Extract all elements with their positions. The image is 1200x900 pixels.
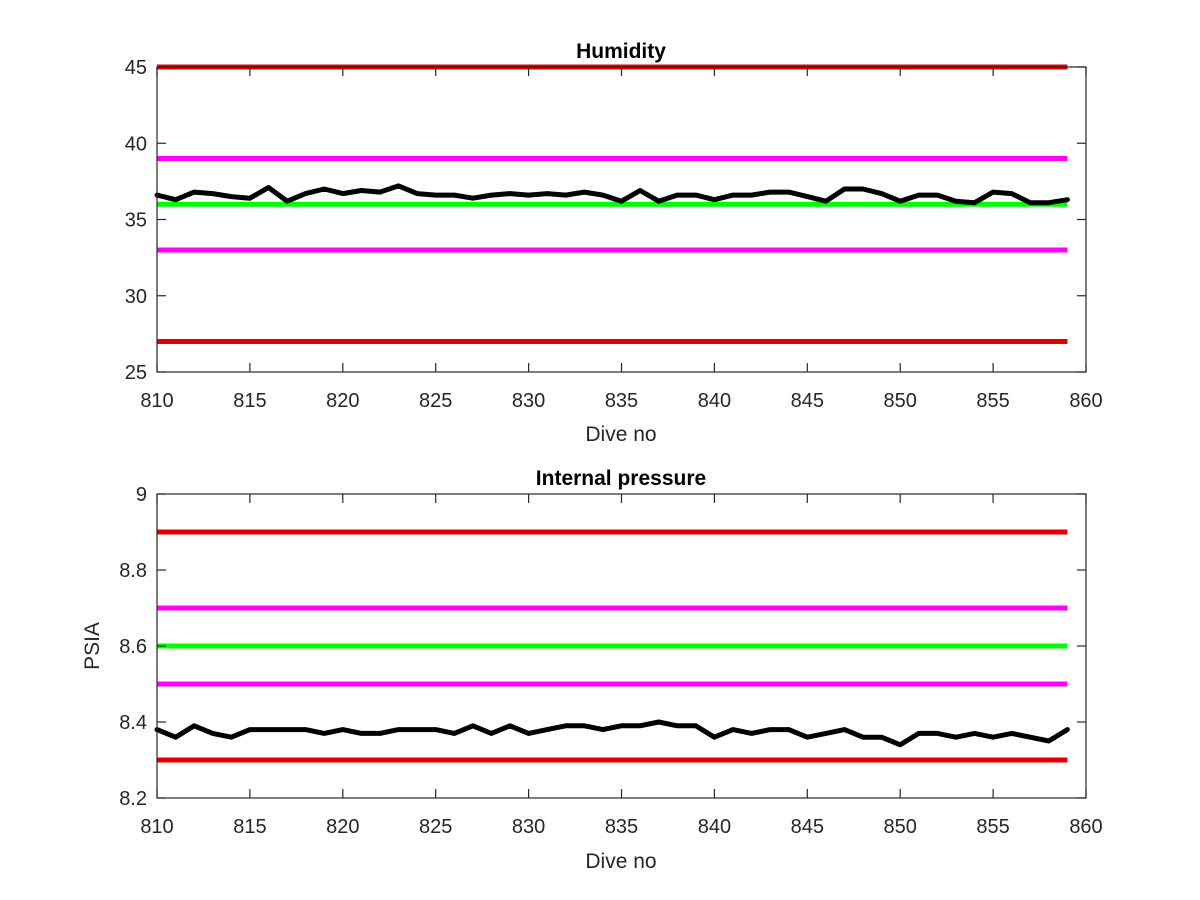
internal-pressure-x-tick-label: 860 [1069, 816, 1102, 838]
humidity-x-ticks: 810 815 820 825 830 835 840 845 850 855 860 [140, 67, 1103, 412]
internal-pressure-y-tick-label: 8.2 [119, 788, 147, 810]
internal-pressure-x-tick-label: 845 [791, 816, 824, 838]
humidity-axes-box [156, 66, 1087, 373]
humidity-y-tick-label: 40 [125, 133, 147, 155]
internal-pressure-y-tick-label: 9 [136, 484, 147, 506]
internal-pressure-y-axis-label: PSIA [81, 622, 104, 670]
humidity-x-tick-label: 860 [1069, 390, 1102, 412]
humidity-x-axis-label: Dive no [585, 423, 656, 446]
internal-pressure-x-tick-label: 810 [140, 816, 173, 838]
internal-pressure-x-tick-label: 850 [884, 816, 917, 838]
humidity-x-tick-label: 825 [419, 390, 452, 412]
internal-pressure-y-tick-label: 8.8 [119, 560, 147, 582]
humidity-series-line-0 [154, 183, 1070, 206]
internal-pressure-series-line-0 [154, 719, 1070, 748]
internal-pressure-x-tick-label: 830 [512, 816, 545, 838]
humidity-x-tick-label: 820 [326, 390, 359, 412]
internal-pressure-x-tick-label: 855 [976, 816, 1009, 838]
internal-pressure-x-tick-label: 835 [605, 816, 638, 838]
humidity-x-tick-label: 845 [791, 390, 824, 412]
internal-pressure-marks [154, 529, 1070, 763]
internal-pressure-y-ticks: 8.2 8.4 8.6 8.8 9 [119, 484, 1086, 810]
humidity-x-tick-label: 810 [140, 390, 173, 412]
humidity-x-tick-label: 835 [605, 390, 638, 412]
humidity-y-tick-label: 25 [125, 362, 147, 384]
internal-pressure-subplot: 810 815 820 825 830 835 840 845 850 855 860 8.2 8.4… [81, 467, 1103, 873]
humidity-y-tick-label: 35 [125, 210, 147, 232]
humidity-y-tick-label: 45 [125, 57, 147, 79]
internal-pressure-x-tick-label: 825 [419, 816, 452, 838]
internal-pressure-y-tick-label: 8.6 [119, 636, 147, 658]
internal-pressure-x-ticks: 810 815 820 825 830 835 840 845 850 855 860 [140, 494, 1103, 838]
humidity-y-ticks: 25 30 35 40 45 [125, 57, 1086, 384]
internal-pressure-y-tick-label: 8.4 [119, 712, 147, 734]
humidity-x-tick-label: 850 [884, 390, 917, 412]
humidity-marks [154, 64, 1070, 344]
humidity-subplot: 810 815 820 825 830 835 840 845 850 855 860 25 30 35… [125, 40, 1103, 446]
internal-pressure-x-tick-label: 820 [326, 816, 359, 838]
internal-pressure-title: Internal pressure [536, 467, 706, 490]
humidity-x-tick-label: 830 [512, 390, 545, 412]
humidity-y-tick-label: 30 [125, 286, 147, 308]
humidity-x-tick-label: 815 [233, 390, 266, 412]
internal-pressure-x-tick-label: 840 [698, 816, 731, 838]
humidity-title: Humidity [576, 40, 666, 63]
internal-pressure-x-axis-label: Dive no [585, 850, 656, 873]
internal-pressure-x-tick-label: 815 [233, 816, 266, 838]
humidity-x-tick-label: 855 [976, 390, 1009, 412]
humidity-x-tick-label: 840 [698, 390, 731, 412]
